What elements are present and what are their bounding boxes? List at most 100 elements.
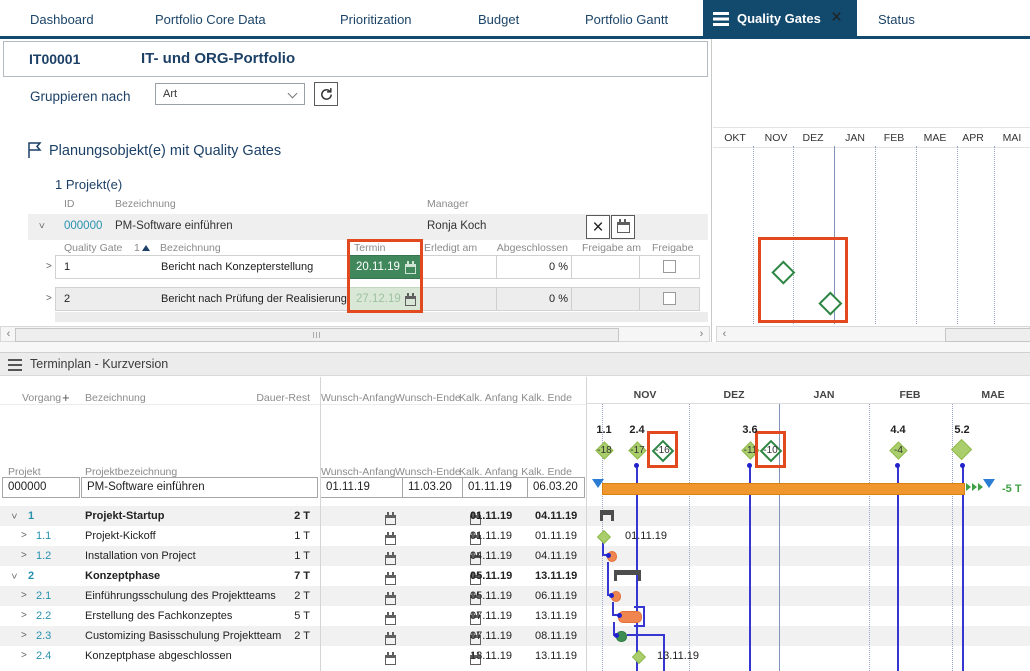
kalk-anfang-cell: 01.11.19 [462,477,528,498]
gate-sort-number[interactable]: 1 [134,242,140,254]
task-row[interactable]: > 1 Projekt-Startup 2 T 01.11.19 04.11.1… [0,506,586,526]
date-picker-icon[interactable] [470,592,482,605]
milestone-label: 4.4 [890,424,906,436]
kickoff-milestone-diamond[interactable] [596,529,611,544]
calendar-view-button[interactable] [611,215,635,239]
date-picker-icon[interactable] [470,612,482,625]
task-number[interactable]: 2.2 [36,610,52,622]
tab-dashboard[interactable]: Dashboard [30,12,94,27]
tab-portfolio-gantt[interactable]: Portfolio Gantt [585,12,669,27]
wunsch-ende-cell[interactable]: 11.03.20 [402,477,463,498]
table-divider[interactable] [320,377,321,671]
scroll-right-icon[interactable]: › [699,328,704,340]
pane-divider[interactable] [711,39,712,342]
scroll-left-icon[interactable]: ‹ [722,328,727,340]
top-left-hscrollbar[interactable]: ‹ › [0,326,710,342]
task-row[interactable]: > 1.2 Installation von Project 1 T 04.11… [0,546,586,566]
task-number[interactable]: 2.3 [36,630,52,642]
tab-portfolio-core-data[interactable]: Portfolio Core Data [155,12,266,27]
project-id-cell[interactable]: 000000 [2,477,80,498]
task-row[interactable]: > 2.4 Konzeptphase abgeschlossen 13.11.1… [0,646,586,666]
task-row[interactable]: > 2.1 Einführungsschulung des Projekttea… [0,586,586,606]
tab-prioritization[interactable]: Prioritization [340,12,412,27]
date-picker-icon[interactable] [385,572,396,585]
freigabe-checkbox[interactable] [663,292,676,305]
task-row[interactable]: > 2.3 Customizing Basisschulung Projektt… [0,626,586,646]
phase-bar-1[interactable] [600,510,614,521]
collapse-chevron-icon[interactable]: > [7,573,19,579]
refresh-button[interactable] [314,82,338,106]
milestone-diamond-3-6[interactable]: -11 [741,441,760,460]
group-by-select[interactable]: Art [155,83,305,105]
date-picker-icon[interactable] [385,532,396,545]
project-id-link[interactable]: 000000 [64,220,103,232]
add-task-icon[interactable]: + [62,390,70,405]
task-row[interactable]: > 2.2 Erstellung des Fachkonzeptes 5 T 0… [0,606,586,626]
gate-termin-cell[interactable]: 27.12.19 [349,287,421,311]
terminplan-menu-icon[interactable] [8,359,22,361]
task-row[interactable]: > 1.1 Projekt-Kickoff 1 T 01.11.19 01.11… [0,526,586,546]
date-picker-icon[interactable] [385,612,396,625]
expand-chevron-icon[interactable]: > [46,261,52,272]
gate-row-2[interactable]: 2 Bericht nach Prüfung der Realisierung … [55,287,700,311]
quality-gate-1-diamond[interactable]: -16 [651,439,674,462]
remove-filter-button[interactable] [586,215,610,239]
collapse-chevron-icon[interactable]: > [35,222,47,229]
expand-chevron-icon[interactable]: > [21,550,27,561]
gate-erledigt-cell[interactable] [421,288,497,310]
task-number[interactable]: 1 [28,510,35,522]
expand-chevron-icon[interactable]: > [21,590,27,601]
tab-menu-icon[interactable] [713,12,729,15]
project-row[interactable]: > 000000 PM-Software einführen Ronja Koc… [28,214,708,240]
tab-status[interactable]: Status [878,12,915,27]
gantt-divider[interactable] [586,377,587,671]
milestone-diamond-1-1[interactable]: -18 [595,441,614,460]
tab-close-icon[interactable] [831,8,842,27]
gate-freigabe-am-cell[interactable] [571,256,640,278]
tab-budget[interactable]: Budget [478,12,520,27]
date-picker-icon[interactable] [385,652,396,665]
gate-erledigt-cell[interactable] [421,256,497,278]
project-summary-bar[interactable] [602,483,965,495]
date-picker-icon[interactable] [470,512,482,525]
expand-chevron-icon[interactable]: > [21,610,27,621]
task-number[interactable]: 2 [28,570,35,582]
date-picker-icon[interactable] [470,572,482,585]
date-picker-icon[interactable] [385,512,396,525]
date-picker-icon[interactable] [405,293,416,306]
gate-freigabe-am-cell[interactable] [571,288,640,310]
tab-quality-gates-active[interactable]: Quality Gates [703,0,857,39]
date-picker-icon[interactable] [470,532,482,545]
collapse-chevron-icon[interactable]: > [7,513,19,519]
expand-chevron-icon[interactable]: > [46,293,52,304]
milestone-diamond-2-4[interactable]: -17 [628,441,647,460]
date-picker-icon[interactable] [385,632,396,645]
task-row[interactable]: > 2 Konzeptphase 7 T 05.11.19 13.11.19 [0,566,586,586]
expand-chevron-icon[interactable]: > [21,650,27,661]
date-picker-icon[interactable] [385,552,396,565]
date-picker-icon[interactable] [405,261,416,274]
date-picker-icon[interactable] [470,652,482,665]
task-number[interactable]: 1.2 [36,550,52,562]
milestone-diamond-4-4[interactable]: -4 [889,441,908,460]
freigabe-checkbox[interactable] [663,260,676,273]
sort-ascending-icon[interactable] [142,245,150,251]
expand-chevron-icon[interactable]: > [21,630,27,641]
date-picker-icon[interactable] [470,552,482,565]
date-picker-icon[interactable] [470,632,482,645]
quality-gate-2-diamond[interactable]: -10 [759,439,782,462]
task-number[interactable]: 2.4 [36,650,52,662]
wunsch-anfang-cell[interactable]: 01.11.19 [320,477,403,498]
date-picker-icon[interactable] [385,592,396,605]
project-name-cell[interactable]: PM-Software einführen [81,477,318,498]
scrollbar-thumb[interactable] [15,328,619,342]
task-number[interactable]: 1.1 [36,530,52,542]
expand-chevron-icon[interactable]: > [21,530,27,541]
milestone-diamond-5-2[interactable] [951,439,973,461]
konzept-milestone-diamond[interactable] [631,649,646,664]
top-right-hscrollbar[interactable]: ‹ [716,326,1030,342]
scroll-left-icon[interactable]: ‹ [6,328,11,340]
task-number[interactable]: 2.1 [36,590,52,602]
phase-bar-2[interactable] [614,570,641,581]
scrollbar-thumb[interactable] [945,328,1030,342]
